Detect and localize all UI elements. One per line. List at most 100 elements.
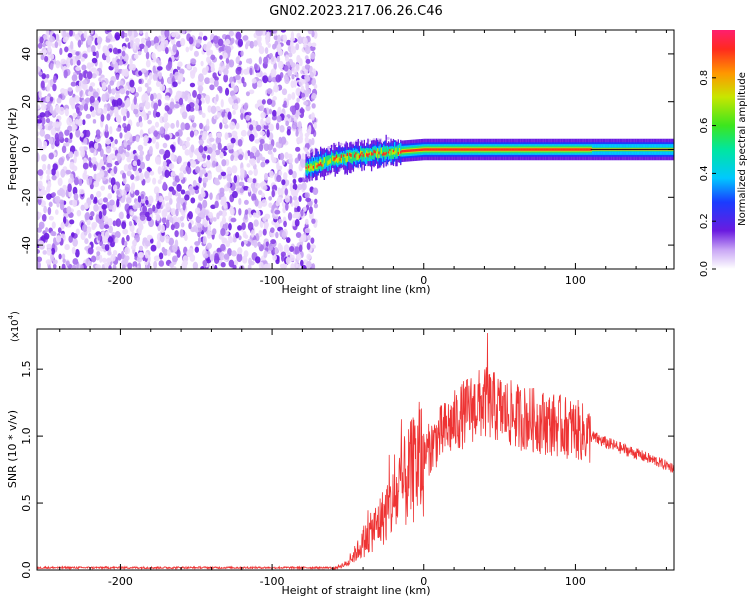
noise-speckle bbox=[300, 209, 304, 217]
noise-speckle bbox=[285, 202, 289, 211]
noise-speckle bbox=[281, 230, 287, 240]
noise-speckle bbox=[123, 68, 129, 77]
noise-speckle bbox=[245, 114, 251, 121]
noise-speckle bbox=[71, 232, 75, 237]
noise-speckle bbox=[235, 122, 240, 130]
noise-speckle bbox=[238, 197, 242, 206]
noise-speckle bbox=[218, 65, 223, 75]
noise-speckle bbox=[184, 90, 189, 96]
noise-speckle bbox=[232, 264, 237, 269]
noise-speckle bbox=[244, 151, 249, 161]
noise-speckle bbox=[37, 42, 43, 49]
noise-speckle bbox=[192, 90, 197, 98]
noise-speckle bbox=[124, 133, 130, 140]
noise-speckle bbox=[82, 119, 86, 126]
noise-speckle bbox=[104, 123, 109, 133]
noise-speckle bbox=[187, 211, 193, 220]
noise-speckle bbox=[216, 132, 222, 139]
noise-speckle bbox=[294, 157, 299, 164]
noise-speckle bbox=[70, 40, 74, 50]
noise-speckle bbox=[206, 242, 213, 249]
noise-speckle bbox=[158, 148, 165, 155]
noise-speckle bbox=[172, 81, 178, 88]
noise-speckle bbox=[129, 39, 134, 49]
noise-speckle bbox=[124, 183, 131, 192]
noise-speckle bbox=[243, 102, 248, 111]
noise-speckle bbox=[37, 169, 44, 176]
noise-speckle bbox=[72, 124, 77, 131]
noise-speckle bbox=[47, 206, 52, 216]
noise-speckle bbox=[107, 84, 112, 92]
noise-speckle bbox=[279, 152, 285, 161]
noise-speckle bbox=[78, 80, 84, 88]
noise-speckle bbox=[277, 187, 282, 196]
noise-speckle bbox=[80, 204, 85, 211]
noise-speckle bbox=[107, 192, 112, 200]
noise-speckle bbox=[225, 107, 231, 113]
noise-speckle bbox=[223, 52, 228, 59]
noise-speckle bbox=[235, 231, 240, 239]
noise-speckle bbox=[163, 134, 170, 140]
noise-speckle bbox=[120, 107, 127, 117]
noise-speckle bbox=[127, 262, 133, 269]
noise-speckle bbox=[139, 150, 145, 156]
noise-speckle bbox=[155, 111, 161, 118]
noise-speckle bbox=[123, 139, 127, 147]
noise-speckle bbox=[109, 80, 115, 86]
noise-speckle bbox=[78, 178, 83, 187]
noise-speckle bbox=[230, 137, 236, 144]
noise-speckle bbox=[86, 219, 91, 226]
noise-speckle bbox=[249, 40, 255, 49]
noise-speckle bbox=[65, 260, 70, 267]
noise-speckle bbox=[138, 115, 143, 124]
noise-speckle bbox=[248, 133, 255, 142]
noise-speckle bbox=[98, 170, 105, 178]
noise-speckle bbox=[289, 254, 295, 262]
noise-speckle bbox=[78, 72, 83, 81]
noise-speckle bbox=[145, 240, 151, 247]
noise-speckle bbox=[48, 152, 54, 160]
noise-speckle bbox=[241, 255, 248, 264]
signal-band bbox=[362, 148, 364, 160]
noise-speckle bbox=[293, 79, 297, 88]
noise-speckle bbox=[272, 147, 277, 153]
signal-band bbox=[332, 155, 334, 161]
noise-speckle bbox=[198, 145, 204, 153]
noise-speckle bbox=[257, 80, 263, 88]
noise-speckle bbox=[300, 92, 306, 98]
noise-speckle bbox=[304, 192, 310, 199]
noise-speckle bbox=[289, 246, 295, 252]
noise-speckle bbox=[225, 87, 230, 96]
noise-speckle bbox=[90, 82, 96, 87]
noise-speckle bbox=[263, 221, 269, 229]
noise-speckle bbox=[71, 165, 78, 172]
noise-speckle bbox=[189, 69, 196, 76]
noise-speckle bbox=[113, 166, 118, 175]
noise-speckle bbox=[61, 263, 66, 269]
noise-speckle bbox=[179, 197, 186, 203]
noise-speckle bbox=[90, 44, 96, 54]
noise-speckle bbox=[111, 141, 115, 149]
noise-speckle bbox=[253, 63, 258, 71]
noise-speckle bbox=[217, 38, 224, 47]
noise-speckle bbox=[311, 93, 317, 100]
noise-speckle bbox=[164, 105, 170, 112]
noise-speckle bbox=[47, 163, 51, 171]
noise-speckle bbox=[304, 90, 309, 98]
noise-speckle bbox=[49, 62, 54, 71]
noise-speckle bbox=[242, 35, 249, 41]
noise-speckle bbox=[198, 139, 205, 145]
noise-speckle bbox=[114, 111, 119, 118]
noise-speckle bbox=[250, 182, 257, 190]
noise-speckle bbox=[156, 92, 162, 102]
noise-speckle bbox=[312, 187, 319, 196]
noise-speckle bbox=[215, 136, 222, 145]
signal-band bbox=[357, 153, 359, 160]
noise-speckle bbox=[112, 263, 117, 269]
noise-speckle bbox=[46, 193, 52, 200]
noise-speckle bbox=[74, 33, 79, 40]
noise-speckle bbox=[59, 47, 63, 56]
noise-speckle bbox=[116, 97, 123, 106]
noise-speckle bbox=[180, 122, 186, 131]
noise-speckle bbox=[91, 110, 96, 118]
